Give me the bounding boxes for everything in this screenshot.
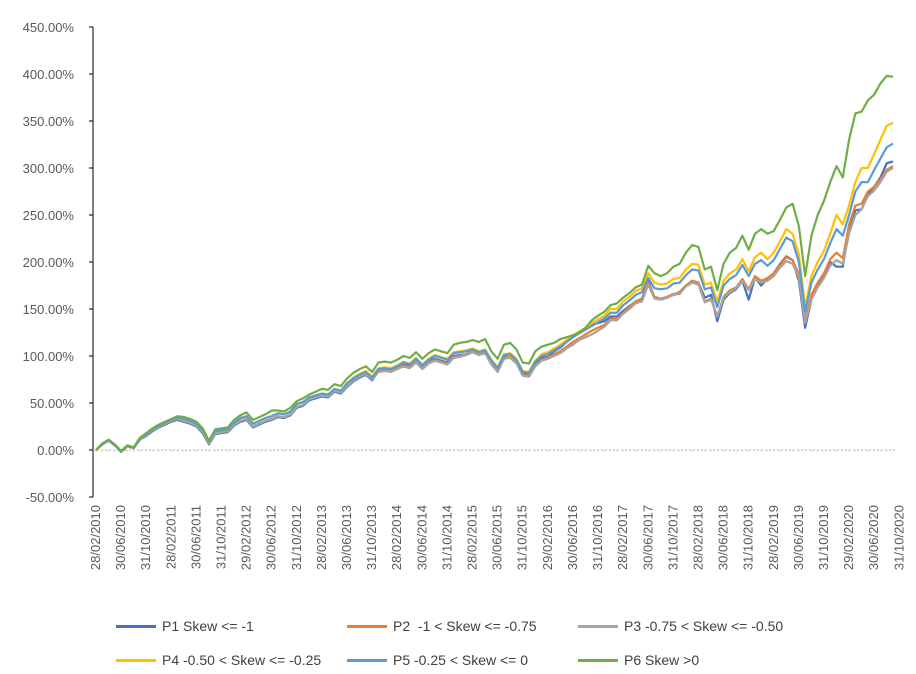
x-tick-label: 29/02/2012 xyxy=(239,505,254,570)
x-tick-label: 31/10/2014 xyxy=(439,505,454,570)
y-tick-label: 200.00% xyxy=(23,255,75,270)
legend: P1 Skew <= -1 P2 -1 < Skew <= -0.75 P3 -… xyxy=(0,610,916,674)
legend-label-p6: P6 Skew >0 xyxy=(624,652,700,668)
y-axis: 450.00% 400.00% 350.00% 300.00% 250.00% 200.0… xyxy=(23,20,94,505)
x-tick-label: 30/06/2014 xyxy=(414,505,429,570)
x-tick-label: 31/10/2018 xyxy=(741,505,756,570)
legend-label-p4: P4 -0.50 < Skew <= -0.25 xyxy=(162,652,322,668)
x-axis: 28/02/2010 30/06/2010 31/10/2010 28/02/2011… xyxy=(88,449,906,570)
legend-swatch-p4 xyxy=(116,658,156,662)
y-tick-label: 100.00% xyxy=(23,349,75,364)
legend-label-p3: P3 -0.75 < Skew <= -0.50 xyxy=(624,618,784,634)
y-tick-label: 250.00% xyxy=(23,208,75,223)
x-tick-label: 30/06/2015 xyxy=(490,505,505,570)
legend-label-p5: P5 -0.25 < Skew <= 0 xyxy=(393,652,529,668)
legend-item-p6: P6 Skew >0 xyxy=(578,652,699,668)
legend-item-p1: P1 Skew <= -1 xyxy=(116,618,254,634)
x-tick-label: 30/06/2020 xyxy=(866,505,881,570)
x-tick-label: 31/10/2020 xyxy=(891,505,906,570)
legend-label-p2: P2 -1 < Skew <= -0.75 xyxy=(393,618,537,634)
x-tick-label: 31/10/2015 xyxy=(515,505,530,570)
legend-swatch-p3 xyxy=(578,624,618,628)
x-tick-label: 31/10/2019 xyxy=(816,505,831,570)
x-tick-label: 30/06/2018 xyxy=(716,505,731,570)
y-tick-label: -50.00% xyxy=(26,490,75,505)
x-tick-label: 30/06/2019 xyxy=(791,505,806,570)
x-tick-label: 28/02/2017 xyxy=(615,505,630,570)
x-tick-label: 28/02/2013 xyxy=(314,505,329,570)
x-tick-label: 31/10/2013 xyxy=(364,505,379,570)
series-line-p3 xyxy=(95,167,894,453)
legend-item-p5: P5 -0.25 < Skew <= 0 xyxy=(347,652,528,668)
series-line-p4 xyxy=(95,121,894,453)
x-tick-label: 28/02/2018 xyxy=(690,505,705,570)
y-tick-label: 50.00% xyxy=(30,396,75,411)
y-tick-label: 0.00% xyxy=(37,443,74,458)
x-tick-label: 31/10/2016 xyxy=(590,505,605,570)
legend-item-p4: P4 -0.50 < Skew <= -0.25 xyxy=(116,652,321,668)
series-line-p5 xyxy=(95,142,894,453)
legend-swatch-p5 xyxy=(347,658,387,662)
x-tick-label: 30/06/2016 xyxy=(565,505,580,570)
legend-label-p1: P1 Skew <= -1 xyxy=(162,618,254,634)
x-tick-label: 30/06/2011 xyxy=(188,505,203,569)
x-tick-label: 31/10/2017 xyxy=(665,505,680,570)
y-tick-label: 400.00% xyxy=(23,67,75,82)
x-tick-label: 28/02/2015 xyxy=(465,505,480,570)
x-tick-label: 28/02/2014 xyxy=(389,505,404,570)
series-lines xyxy=(95,74,894,453)
legend-swatch-p2 xyxy=(347,624,387,628)
x-tick-label: 29/02/2020 xyxy=(841,505,856,570)
legend-swatch-p1 xyxy=(116,624,156,628)
line-chart: 450.00% 400.00% 350.00% 300.00% 250.00% 200.0… xyxy=(23,20,907,570)
series-line-p1 xyxy=(95,160,894,453)
legend-item-p3: P3 -0.75 < Skew <= -0.50 xyxy=(578,618,783,634)
x-tick-label: 30/06/2012 xyxy=(264,505,279,570)
legend-item-p2: P2 -1 < Skew <= -0.75 xyxy=(347,618,537,634)
x-tick-label: 30/06/2017 xyxy=(640,505,655,570)
legend-swatch-p6 xyxy=(578,658,618,662)
x-tick-label: 28/02/2019 xyxy=(766,505,781,570)
x-tick-label: 28/02/2010 xyxy=(88,505,103,570)
x-tick-label: 28/02/2011 xyxy=(163,505,178,569)
x-tick-label: 30/06/2010 xyxy=(113,505,128,570)
x-tick-label: 29/02/2016 xyxy=(540,505,555,570)
x-tick-label: 31/10/2011 xyxy=(214,505,229,569)
x-tick-label: 31/10/2012 xyxy=(289,505,304,570)
x-tick-label: 30/06/2013 xyxy=(339,505,354,570)
series-line-p2 xyxy=(95,165,894,453)
x-tick-label: 31/10/2010 xyxy=(138,505,153,570)
y-tick-label: 150.00% xyxy=(23,302,75,317)
y-tick-label: 300.00% xyxy=(23,161,75,176)
y-tick-label: 350.00% xyxy=(23,114,75,129)
series-line-p6 xyxy=(95,74,894,453)
y-tick-label: 450.00% xyxy=(23,20,75,35)
